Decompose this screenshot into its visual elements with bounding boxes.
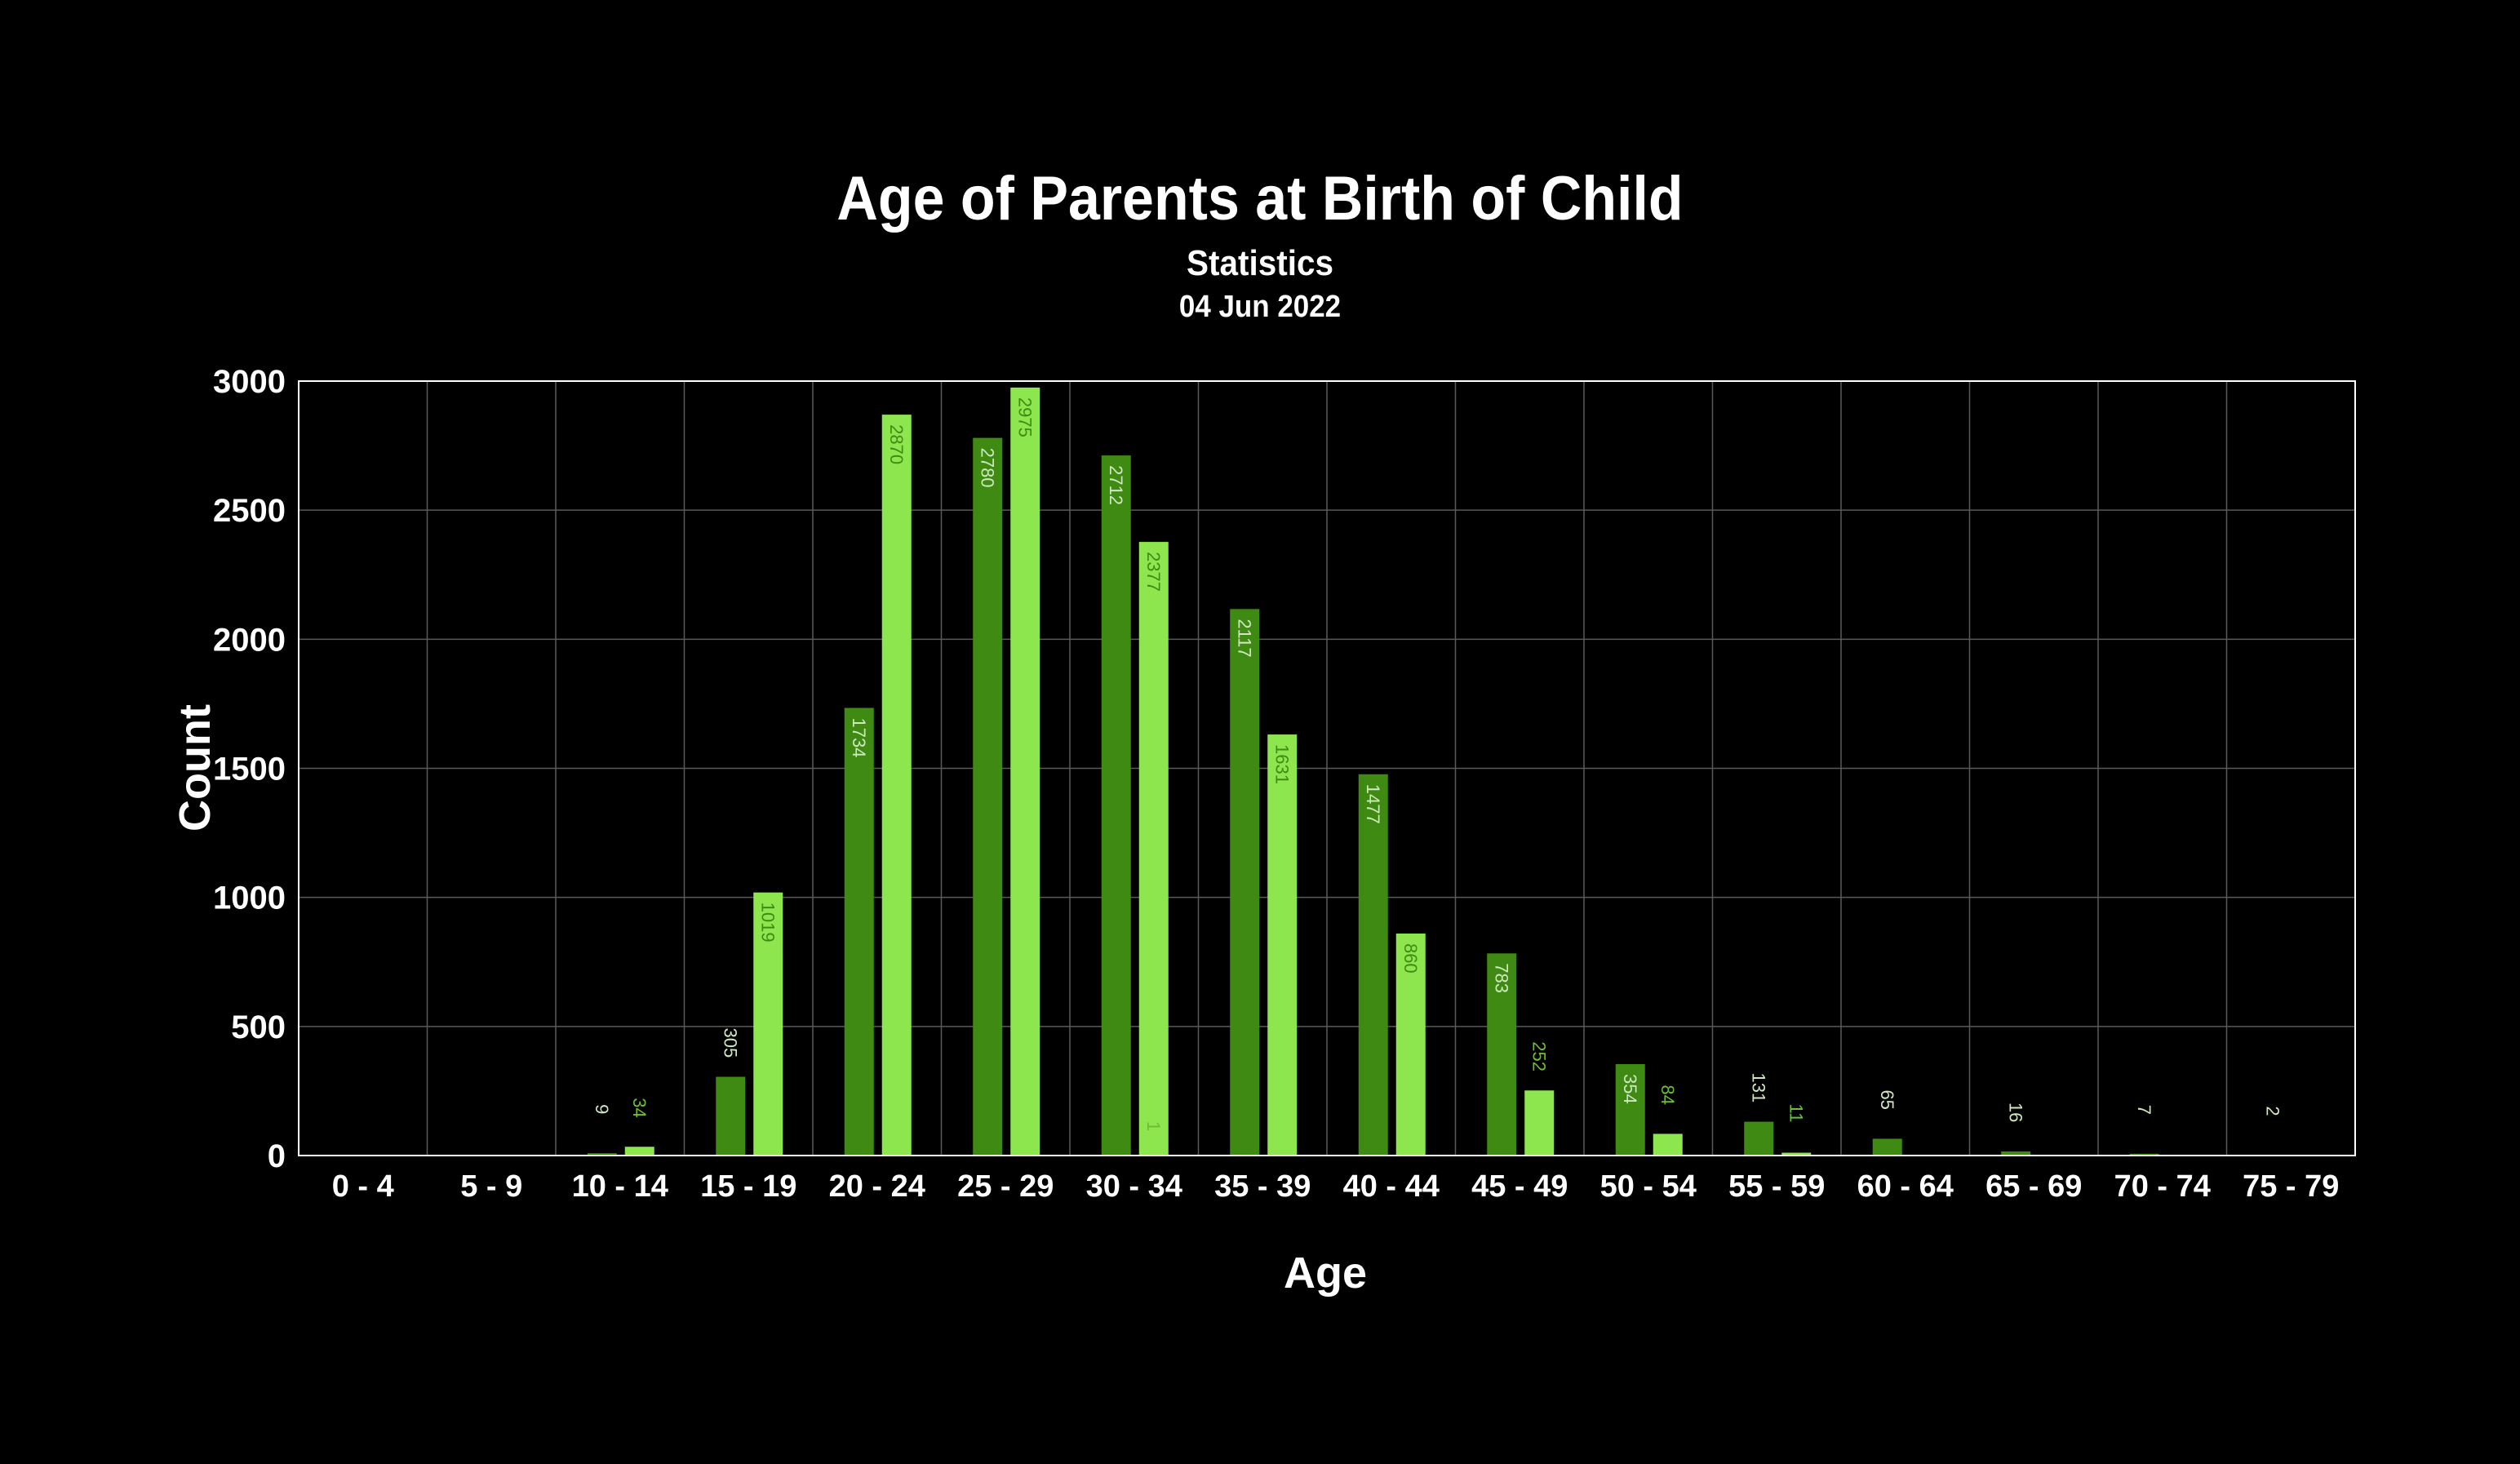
data-label: 783 <box>1491 963 1511 993</box>
x-tick-label: 5 - 9 <box>460 1169 522 1204</box>
data-label: 2870 <box>886 424 907 464</box>
bar-series-1 <box>1615 1064 1645 1156</box>
data-label: 1734 <box>849 717 869 757</box>
bar-series-2 <box>753 892 783 1156</box>
x-tick-label: 35 - 39 <box>1214 1169 1311 1204</box>
chart-date: 04 Jun 2022 <box>1178 290 1342 324</box>
bar-series-2 <box>1524 1090 1555 1156</box>
y-tick-label: 2500 <box>213 493 286 529</box>
x-tick-label: 60 - 64 <box>1857 1169 1954 1204</box>
y-tick-label: 1000 <box>213 881 286 916</box>
bar-series-1 <box>2001 1151 2031 1156</box>
x-tick-label: 25 - 29 <box>957 1169 1054 1204</box>
bar-series-2 <box>881 415 912 1156</box>
data-label: 1631 <box>1271 744 1292 784</box>
bar-series-1 <box>2129 1153 2159 1156</box>
data-label: 84 <box>1657 1085 1678 1104</box>
bar-series-1 <box>1487 953 1517 1156</box>
data-label: 2377 <box>1143 552 1164 592</box>
data-label: 9 <box>592 1104 612 1114</box>
data-label: 1 <box>1143 1121 1164 1131</box>
x-tick-label: 70 - 74 <box>2114 1169 2211 1204</box>
data-label: 860 <box>1400 943 1421 974</box>
bar-series-1 <box>1230 609 1260 1156</box>
plot-frame <box>298 380 2356 1156</box>
bar-series-1 <box>1358 774 1388 1156</box>
bar-series-1 <box>973 437 1003 1156</box>
x-tick-label: 10 - 14 <box>572 1169 668 1204</box>
bar-series-2 <box>1781 1152 1812 1156</box>
y-tick-label: 500 <box>231 1009 286 1045</box>
x-tick-label: 0 - 4 <box>332 1169 394 1204</box>
grid-layer <box>299 381 2355 1156</box>
chart-subtitle: Statistics <box>1186 243 1333 283</box>
data-label: 2975 <box>1014 397 1035 437</box>
data-label: 354 <box>1620 1074 1640 1104</box>
bar-series-1 <box>1744 1121 1774 1156</box>
data-label: 65 <box>1877 1089 1897 1109</box>
data-label: 1477 <box>1363 784 1383 824</box>
y-axis-label: Count <box>171 704 220 832</box>
x-tick-label: 55 - 59 <box>1728 1169 1825 1204</box>
x-tick-label: 15 - 19 <box>700 1169 796 1204</box>
data-label: 2117 <box>1234 619 1254 657</box>
x-tick-label: 65 - 69 <box>1985 1169 2082 1204</box>
data-label: 7 <box>2134 1105 2154 1115</box>
x-tick-label: 30 - 34 <box>1086 1169 1182 1204</box>
x-tick-label: 75 - 79 <box>2243 1169 2339 1204</box>
bar-series-1 <box>844 708 874 1156</box>
bar-series-2 <box>1395 933 1426 1156</box>
y-tick-label: 3000 <box>213 364 286 400</box>
bar-series-2 <box>1138 542 1169 1156</box>
bar-series-2 <box>1010 387 1040 1156</box>
y-tick-label: 0 <box>268 1138 286 1174</box>
x-tick-label: 20 - 24 <box>829 1169 925 1204</box>
bar-series-1 <box>1101 455 1131 1156</box>
data-label: 11 <box>1786 1104 1806 1123</box>
x-axis-label: Age <box>1284 1249 1367 1298</box>
data-label: 16 <box>2005 1102 2025 1122</box>
chart-title: Age of Parents at Birth of Child <box>836 164 1684 233</box>
data-label: 131 <box>1748 1073 1768 1103</box>
bar-series-2 <box>624 1147 654 1156</box>
data-label: 2780 <box>977 448 997 488</box>
bar-series-1 <box>587 1153 617 1156</box>
y-tick-label: 2000 <box>213 622 286 658</box>
bar-layer <box>587 387 2288 1156</box>
bar-series-1 <box>716 1076 746 1156</box>
data-label: 252 <box>1528 1041 1549 1071</box>
data-label: 2712 <box>1106 465 1126 505</box>
data-label: 34 <box>629 1098 650 1117</box>
data-label: 2 <box>2262 1106 2283 1116</box>
bar-series-1 <box>1872 1138 1902 1156</box>
bar-series-2 <box>1267 734 1298 1156</box>
y-tick-label: 1500 <box>213 752 286 787</box>
bar-series-2 <box>1653 1133 1683 1156</box>
data-label: 1019 <box>757 903 778 943</box>
x-tick-label: 45 - 49 <box>1471 1169 1568 1204</box>
x-tick-label: 50 - 54 <box>1600 1169 1697 1204</box>
data-label: 305 <box>720 1028 740 1058</box>
tick-layer: 0 500 1000 1500 2000 2500 3000 0 - 4 5 - 9 10 - 1… <box>213 364 2339 1204</box>
x-tick-label: 40 - 44 <box>1343 1169 1440 1204</box>
